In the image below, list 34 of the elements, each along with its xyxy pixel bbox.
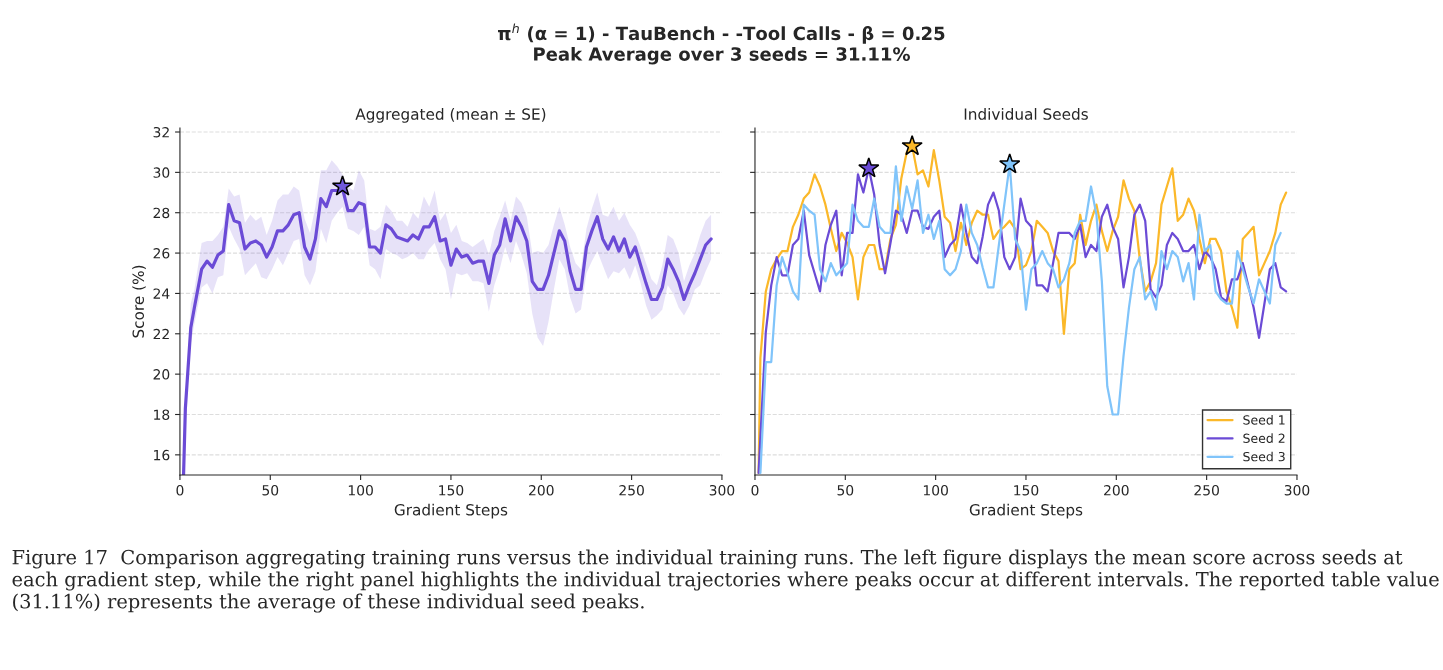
x-tick-label: 50 bbox=[262, 485, 279, 496]
y-tick-label: 18 bbox=[154, 409, 170, 420]
chart-title: Individual Seeds bbox=[964, 108, 1088, 120]
y-tick-label: 28 bbox=[153, 207, 170, 219]
x-tick-label: 150 bbox=[439, 485, 464, 496]
x-tick-label: 300 bbox=[709, 485, 735, 496]
x-axis-title: Gradient Steps bbox=[394, 503, 508, 519]
x-tick-label: 0 bbox=[176, 485, 184, 496]
x-tick-label: 250 bbox=[1194, 485, 1219, 496]
legend-label: Seed 2 bbox=[1243, 433, 1285, 444]
y-tick-label: 16 bbox=[154, 449, 170, 461]
y-axis-title: Score (%) bbox=[132, 265, 146, 338]
chart-title: Aggregated (mean ± SE) bbox=[355, 108, 546, 123]
x-tick-label: 200 bbox=[529, 485, 554, 496]
legend-label: Seed 1 bbox=[1243, 414, 1285, 425]
y-tick-label: 30 bbox=[153, 167, 170, 178]
text: π$^{h}$ (α = 1) - TauBench - -Tool Calls - β = 0.25 bbox=[498, 23, 945, 44]
y-tick-label: 22 bbox=[153, 328, 169, 340]
x-tick-label: 250 bbox=[619, 485, 644, 496]
y-tick-label: 24 bbox=[153, 288, 170, 299]
x-axis-title: Gradient Steps bbox=[969, 503, 1083, 519]
y-tick-label: 26 bbox=[153, 248, 170, 259]
x-tick-label: 100 bbox=[348, 485, 373, 496]
y-tick-label: 32 bbox=[153, 126, 169, 138]
x-tick-label: 300 bbox=[1284, 485, 1310, 496]
x-tick-label: 100 bbox=[923, 485, 948, 496]
caption: Figure 17 Comparison aggregating training runs versus the individual training runs. The left figure displays the mean score across seeds at each gradient step, while the right panel highlights the individual trajectories where peaks occur at different intervals. The reported table value (31.11%) represents the average of these individual seed peaks. bbox=[12, 549, 1439, 613]
legend-label: Seed 3 bbox=[1243, 451, 1285, 462]
x-tick-label: 50 bbox=[837, 485, 854, 496]
x-tick-label: 0 bbox=[751, 485, 759, 496]
x-tick-label: 200 bbox=[1104, 485, 1129, 496]
x-tick-label: 150 bbox=[1014, 485, 1039, 496]
y-tick-label: 20 bbox=[153, 369, 170, 380]
text: Peak Average over 3 seeds = 31.11% bbox=[534, 46, 910, 65]
